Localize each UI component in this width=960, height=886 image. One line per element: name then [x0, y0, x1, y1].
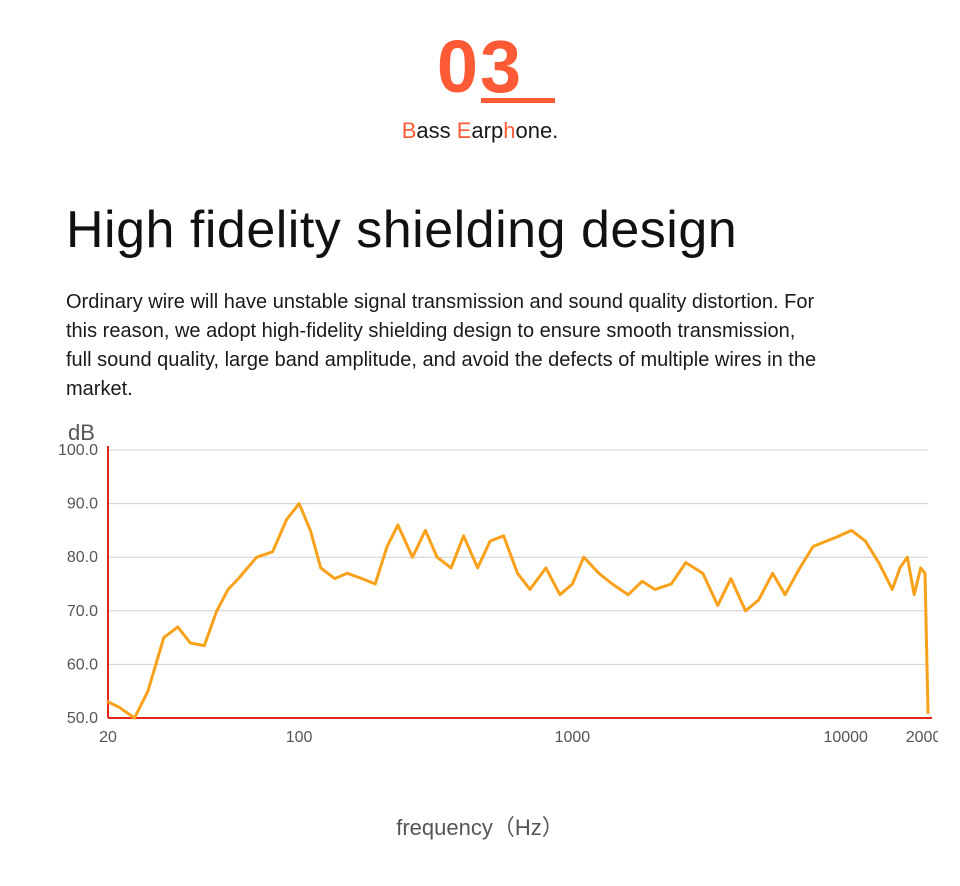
- y-tick-label: 70.0: [67, 603, 98, 620]
- y-tick-label: 50.0: [67, 710, 98, 727]
- subtitle-accent-char: E: [457, 118, 472, 143]
- x-axis-caption: frequency（Hz）: [0, 810, 960, 842]
- x-tick-label: 10000: [823, 729, 868, 746]
- hero-subtitle: Bass Earphone.: [0, 118, 960, 144]
- x-tick-label: 1000: [555, 729, 591, 746]
- hero-number: 03: [0, 30, 960, 103]
- chart-svg: 50.060.070.080.090.0100.0201001000100002…: [22, 420, 938, 800]
- section-headline: High fidelity shielding design: [66, 200, 737, 260]
- x-tick-label: 20: [99, 729, 117, 746]
- subtitle-text: one.: [515, 118, 558, 143]
- x-tick-label: 20000: [906, 729, 938, 746]
- y-tick-label: 60.0: [67, 656, 98, 673]
- subtitle-text: ass: [416, 118, 456, 143]
- y-axis-unit: dB: [68, 420, 95, 446]
- x-tick-label: 100: [286, 729, 313, 746]
- y-tick-label: 90.0: [67, 496, 98, 513]
- subtitle-accent-char: h: [503, 118, 515, 143]
- frequency-response-chart: dB 50.060.070.080.090.0100.0201001000100…: [22, 420, 938, 800]
- product-feature-section: 03 Bass Earphone. High fidelity shieldin…: [0, 0, 960, 886]
- section-body: Ordinary wire will have unstable signal …: [66, 288, 826, 404]
- subtitle-text: arp: [471, 118, 503, 143]
- subtitle-accent-char: B: [402, 118, 417, 143]
- y-tick-label: 80.0: [67, 549, 98, 566]
